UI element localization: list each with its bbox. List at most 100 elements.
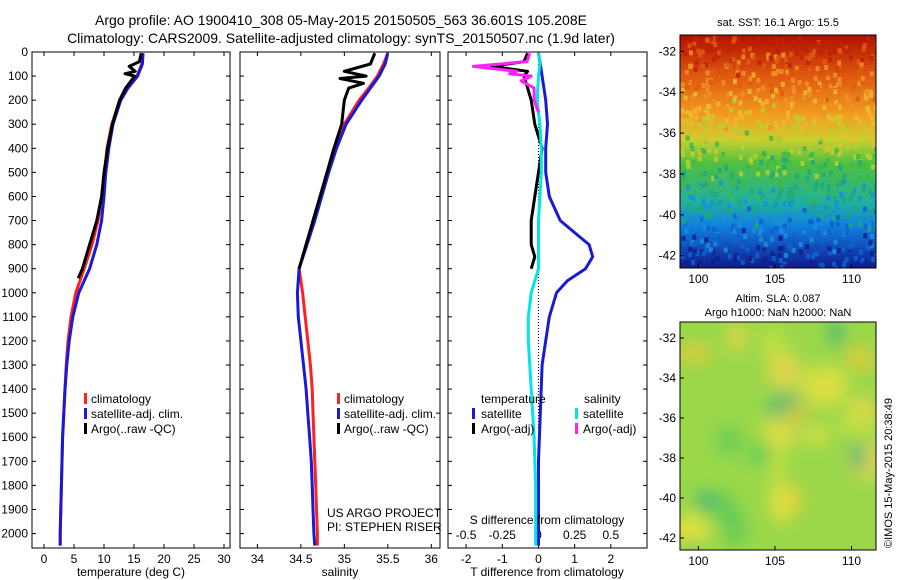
sst-texture: [744, 110, 749, 116]
sst-texture: [743, 199, 748, 205]
sst-texture: [859, 80, 864, 86]
sst-texture: [816, 217, 821, 223]
sst-texture: [853, 255, 858, 261]
sst-texture: [688, 252, 693, 258]
sst-texture: [694, 115, 699, 121]
sst-texture: [825, 96, 829, 102]
sst-texture: [843, 45, 848, 51]
sst-texture: [707, 123, 712, 128]
sst-texture: [707, 210, 712, 216]
sst-texture: [865, 153, 870, 158]
legend-swatch-satellite: [337, 408, 340, 419]
y-tick-label: 0: [21, 45, 28, 59]
sst-texture: [796, 118, 801, 124]
sst-texture: [787, 62, 792, 68]
sst-texture: [692, 234, 697, 240]
map-x-tick-label: 100: [688, 272, 708, 286]
sst-texture: [766, 158, 771, 164]
sst-texture: [855, 178, 860, 184]
sst-texture: [731, 178, 736, 184]
legend-label-temp-satellite: satellite: [481, 407, 522, 421]
legend-header-salinity: salinity: [584, 392, 621, 406]
sst-texture: [710, 199, 715, 205]
sst-texture: [756, 77, 761, 83]
sst-texture: [765, 262, 770, 268]
sst-texture: [703, 94, 708, 100]
sst-texture: [839, 192, 844, 198]
sst-texture: [775, 103, 780, 109]
sst-texture: [849, 55, 853, 61]
sst-texture: [760, 107, 765, 113]
x-tick-label-top: 0.5: [602, 528, 619, 542]
sst-texture: [703, 171, 707, 177]
sst-texture: [707, 181, 712, 186]
sst-texture: [740, 115, 745, 121]
salinity-legend: climatology satellite-adj. clim. Argo(..…: [337, 392, 436, 436]
legend-swatch-sal-argo: [575, 423, 578, 434]
series-line: [76, 52, 143, 279]
sst-texture: [722, 123, 726, 129]
legend-swatch-climatology: [84, 393, 87, 404]
sst-texture: [735, 238, 740, 244]
sst-texture: [741, 48, 746, 54]
sst-texture: [715, 35, 720, 41]
sst-texture: [837, 65, 842, 71]
sst-texture: [737, 104, 742, 110]
sst-texture: [691, 94, 696, 100]
sst-texture: [757, 230, 762, 236]
sst-texture: [739, 171, 744, 177]
sst-texture: [804, 187, 809, 193]
sst-texture: [828, 57, 833, 63]
sst-texture: [819, 213, 824, 219]
sst-texture: [708, 203, 713, 209]
sst-texture: [680, 179, 685, 185]
sst-texture: [834, 115, 839, 121]
sst-texture: [779, 37, 784, 43]
sst-texture: [873, 199, 876, 205]
sst-texture: [841, 246, 846, 252]
sst-texture: [829, 83, 833, 89]
sst-texture: [680, 82, 685, 88]
sst-texture: [834, 148, 839, 154]
sst-texture: [863, 206, 867, 212]
sst-texture: [846, 212, 851, 218]
sst-texture: [691, 242, 696, 247]
sst-texture: [697, 139, 702, 145]
sst-texture: [695, 239, 700, 245]
sst-texture: [734, 117, 739, 123]
sst-texture: [775, 100, 780, 106]
sst-texture: [695, 207, 699, 213]
sst-texture: [842, 173, 847, 179]
sst-texture: [813, 224, 818, 230]
sst-texture: [726, 191, 731, 197]
sst-texture: [687, 79, 692, 85]
sst-texture: [860, 76, 865, 82]
x-tick-label: 30: [217, 552, 231, 566]
sst-texture: [764, 99, 769, 105]
sst-texture: [771, 93, 776, 99]
sst-texture: [759, 226, 764, 232]
sst-texture: [792, 89, 796, 95]
series-line: [471, 52, 540, 113]
legend-label-sal-satellite: satellite: [583, 407, 624, 421]
sst-texture: [733, 213, 737, 219]
sst-texture: [852, 135, 857, 141]
sst-texture: [847, 244, 852, 250]
sst-texture: [728, 107, 733, 113]
sst-texture: [773, 71, 778, 77]
sst-texture: [841, 47, 846, 52]
sst-texture: [711, 249, 716, 255]
sst-texture: [744, 130, 749, 136]
sst-texture: [690, 151, 695, 157]
sst-texture: [790, 96, 794, 101]
map-x-tick-label: 105: [765, 554, 785, 568]
title-line2: Climatology: CARS2009. Satellite-adjuste…: [67, 30, 615, 46]
sst-texture: [727, 254, 732, 260]
sst-texture: [681, 235, 686, 241]
sst-texture: [816, 84, 821, 90]
y-tick-label: 1200: [1, 334, 28, 348]
sst-texture: [736, 234, 741, 240]
sst-texture: [767, 240, 771, 246]
x-tick-label-top: -0.25: [489, 528, 517, 542]
sst-texture: [789, 148, 794, 154]
